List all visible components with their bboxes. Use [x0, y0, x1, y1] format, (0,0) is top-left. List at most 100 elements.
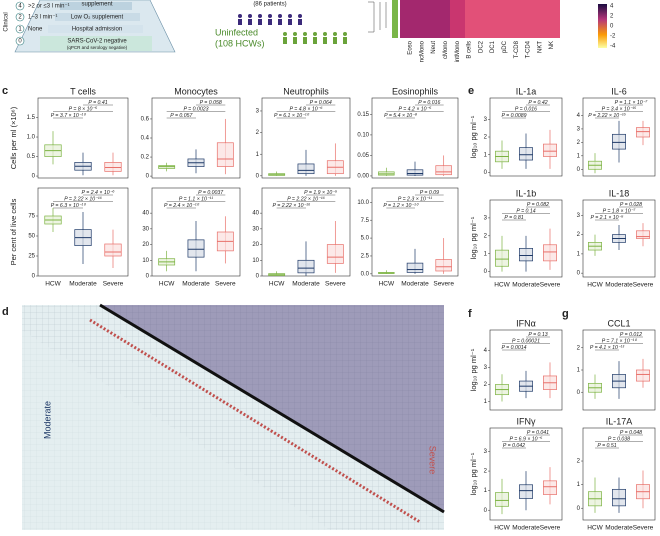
level-number: 2 — [18, 15, 22, 21]
heatmap-label: DC1 — [490, 40, 496, 53]
p-value: P = 4.8 × 10⁻⁶ — [290, 106, 323, 112]
p-value: P = 0.0023 — [183, 106, 208, 112]
box — [495, 249, 509, 267]
heatmap-label: B cells — [467, 41, 473, 59]
p-value: P = 0.028 — [620, 202, 642, 208]
y-tick-label: 0.4 — [141, 136, 150, 142]
y-tick-label: 0.0 — [361, 271, 370, 277]
y-tick-label: 50 — [28, 234, 35, 240]
y-axis-label: log₁₀ pg ml⁻¹ — [469, 348, 478, 391]
x-tick-label: Severe — [325, 281, 346, 288]
heatmap-label: ncMono — [419, 40, 425, 62]
y-tick-label: 0.10 — [357, 133, 369, 139]
y-tick-label: 2 — [577, 232, 581, 238]
y-axis-label: log₁₀ pg ml⁻¹ — [469, 216, 478, 259]
box — [612, 133, 626, 150]
y-tick-label: 2.5 — [361, 254, 370, 260]
y-tick-label: 0.05 — [357, 153, 369, 159]
y-tick-label: 0.15 — [357, 112, 369, 118]
y-tick-label: 0 — [577, 167, 581, 173]
level-badge — [15, 12, 25, 22]
level-badge — [15, 24, 25, 34]
level-name: SARS-CoV-2 negative — [67, 39, 127, 45]
panel-letter: f — [468, 308, 472, 320]
x-tick-label: HCW — [587, 282, 603, 289]
p-value: P = 0.082 — [527, 202, 549, 208]
level-name: Hospital admission — [72, 27, 122, 33]
p-value: P = 5.4 × 10⁻⁸ — [384, 113, 418, 119]
x-tick-label: Severe — [433, 281, 454, 288]
x-tick-label: HCW — [269, 281, 285, 288]
x-tick-label: HCW — [159, 281, 175, 288]
p-value: P = 0.064 — [310, 100, 332, 106]
heatmap-label: intMono — [455, 40, 461, 62]
p-value: P = 2.1 × 10⁻⁵ — [591, 215, 624, 221]
y-tick-label: 10.0 — [357, 200, 369, 206]
panel-title: IFNγ — [517, 416, 536, 426]
p-value: P = 0.012 — [620, 332, 642, 338]
y-tick-label: 3 — [484, 117, 488, 123]
plot-frame — [489, 199, 563, 278]
y-tick-label: 1 — [484, 399, 488, 405]
y-axis-label: Cells per ml (×10⁶) — [9, 106, 18, 169]
box — [636, 369, 650, 382]
p-value: P = 0.41 — [88, 100, 107, 106]
level-badge — [15, 36, 25, 46]
plot-frame — [261, 97, 351, 179]
level-name: supplement — [81, 2, 112, 8]
p-value: P = 0.0089 — [501, 113, 526, 119]
y-tick-label: 1 — [577, 251, 581, 257]
y-tick-label: 3 — [484, 215, 488, 221]
plot-frame — [489, 427, 563, 521]
panel-title: IL-1a — [516, 86, 537, 96]
level-sub: (qPCR and serology negative) — [67, 45, 128, 50]
box — [636, 230, 650, 239]
x-tick-label: Severe — [215, 281, 236, 288]
y-tick-label: 0 — [256, 173, 260, 179]
y-tick-label: 0 — [577, 271, 581, 277]
y-tick-label: 0 — [484, 508, 488, 514]
y-tick-label: 2 — [484, 469, 488, 475]
y-tick-label: 3 — [577, 213, 581, 219]
y-tick-label: 30 — [252, 226, 259, 232]
y-tick-label: 1 — [577, 153, 581, 159]
x-tick-label: Moderate — [512, 525, 540, 532]
colorbar-tick: 0 — [610, 24, 614, 30]
panel-title: IL-17A — [606, 416, 633, 426]
p-value: P = 0.42 — [528, 100, 547, 106]
p-value: P = 0.81 — [504, 215, 523, 221]
p-value: P = 0.13 — [528, 332, 547, 338]
colorbar-tick: 4 — [610, 4, 614, 10]
p-value: P = 2.3 × 10⁻¹¹ — [398, 196, 433, 202]
p-value: P = 0.0014 — [501, 345, 526, 351]
heatmap-label: cMono — [443, 40, 449, 59]
level-criterion: 1–3 l min⁻¹ — [28, 15, 58, 21]
box — [216, 142, 234, 167]
pyramid-band — [55, 13, 140, 21]
p-value: P = 1.2 × 10⁻¹⁰ — [383, 203, 419, 209]
x-tick-label: Moderate — [401, 281, 429, 288]
colorbar-tick: 2 — [610, 14, 614, 20]
y-tick-label: 0 — [32, 274, 36, 280]
panel-letter: d — [2, 306, 9, 318]
x-tick-label: HCW — [494, 282, 510, 289]
y-tick-label: 0 — [146, 274, 150, 280]
y-tick-label: 2 — [256, 130, 260, 136]
level-number: 1 — [18, 27, 22, 33]
panel-letter: g — [562, 308, 569, 320]
x-tick-label: Severe — [103, 281, 124, 288]
heatmap-label: NKT — [537, 41, 543, 53]
p-value: P = 0.041 — [527, 430, 549, 436]
box — [519, 147, 533, 161]
box — [297, 259, 315, 274]
y-tick-label: 2 — [484, 135, 488, 141]
p-value: P = 0.51 — [597, 443, 616, 449]
p-value: P = 4.1 × 10⁻¹³ — [590, 345, 625, 351]
matrix-left-label: Moderate — [42, 401, 52, 439]
p-value: P = 1.8 × 10⁻⁷ — [603, 208, 637, 214]
dendrogram — [368, 1, 387, 33]
p-value: P = 3.4 × 10⁻¹⁵ — [602, 106, 637, 112]
x-tick-label: Moderate — [512, 282, 540, 289]
y-tick-label: 10 — [142, 258, 149, 264]
p-value: P = 0.057 — [170, 113, 193, 119]
